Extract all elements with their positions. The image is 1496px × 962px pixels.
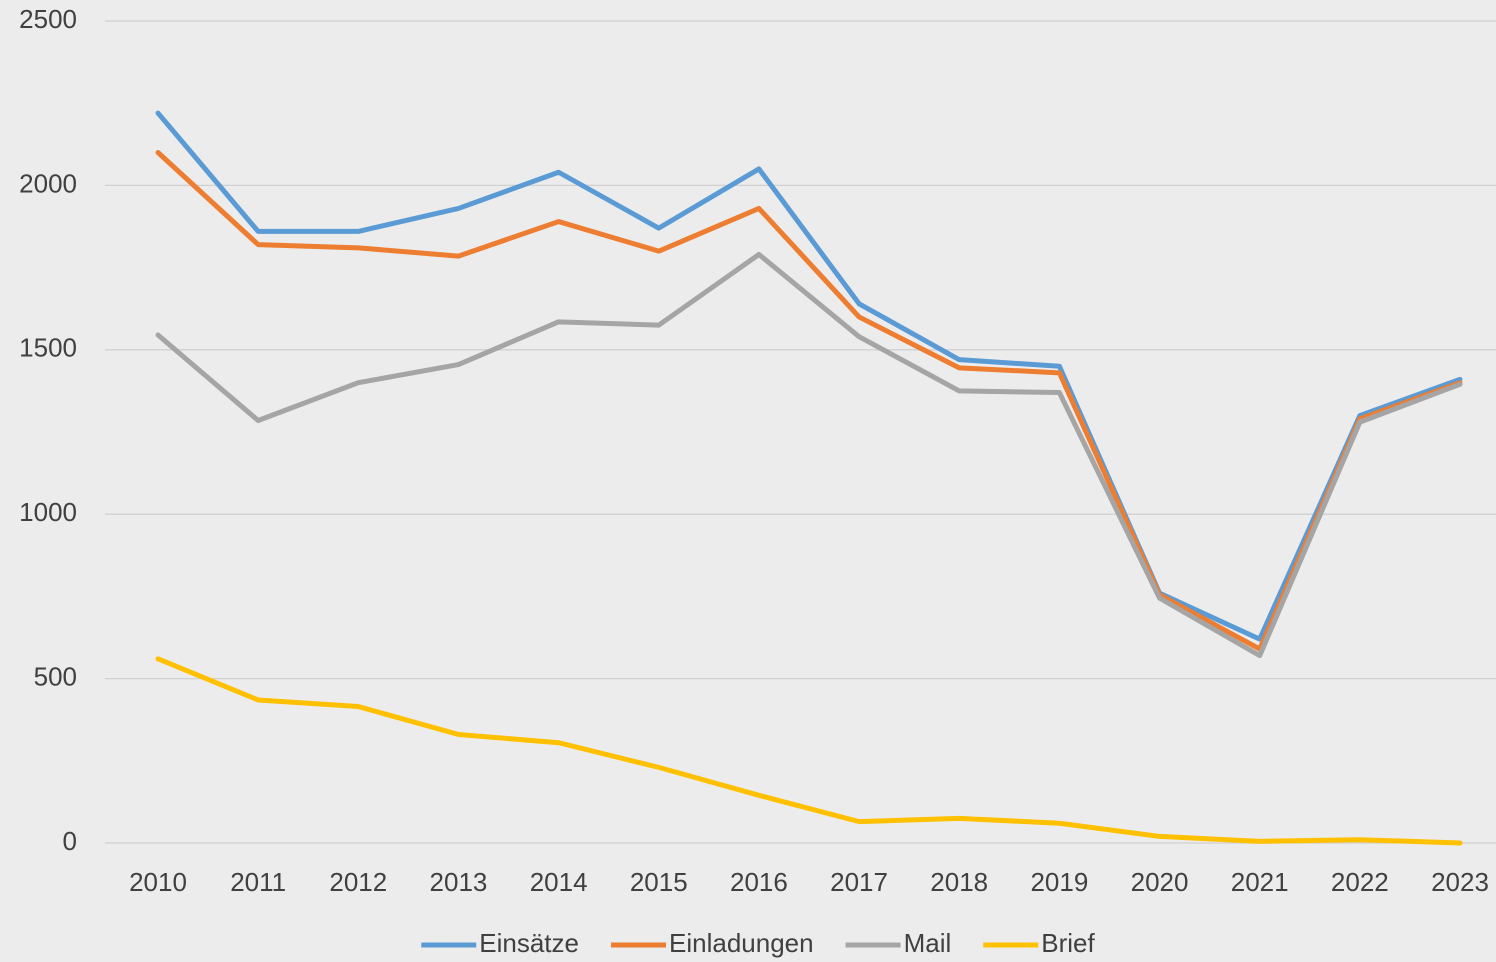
chart: 0 500 1000 1500 2000 2500 2010 2011 2012 2013 2014…: [0, 0, 1496, 962]
legend-label: Brief: [1041, 928, 1095, 958]
x-tick-label: 2021: [1231, 867, 1289, 897]
y-tick-label: 0: [63, 826, 77, 856]
y-tick-label: 2000: [19, 168, 77, 198]
x-tick-label: 2011: [230, 867, 286, 897]
y-tick-label: 1500: [19, 333, 77, 363]
x-tick-label: 2020: [1131, 867, 1189, 897]
x-tick-label: 2016: [730, 867, 788, 897]
x-tick-label: 2014: [530, 867, 588, 897]
x-tick-label: 2017: [830, 867, 888, 897]
x-tick-label: 2023: [1431, 867, 1489, 897]
x-tick-label: 2019: [1030, 867, 1088, 897]
legend-label: Einsätze: [479, 928, 579, 958]
background: [0, 0, 1496, 962]
x-tick-label: 2013: [430, 867, 488, 897]
x-tick-label: 2015: [630, 867, 688, 897]
y-tick-label: 1000: [19, 497, 77, 527]
y-tick-label: 500: [34, 661, 77, 691]
legend-label: Mail: [904, 928, 952, 958]
x-tick-label: 2012: [329, 867, 387, 897]
x-tick-label: 2022: [1331, 867, 1389, 897]
x-tick-label: 2018: [930, 867, 988, 897]
x-tick-label: 2010: [129, 867, 187, 897]
y-tick-label: 2500: [19, 4, 77, 34]
legend-label: Einladungen: [669, 928, 814, 958]
